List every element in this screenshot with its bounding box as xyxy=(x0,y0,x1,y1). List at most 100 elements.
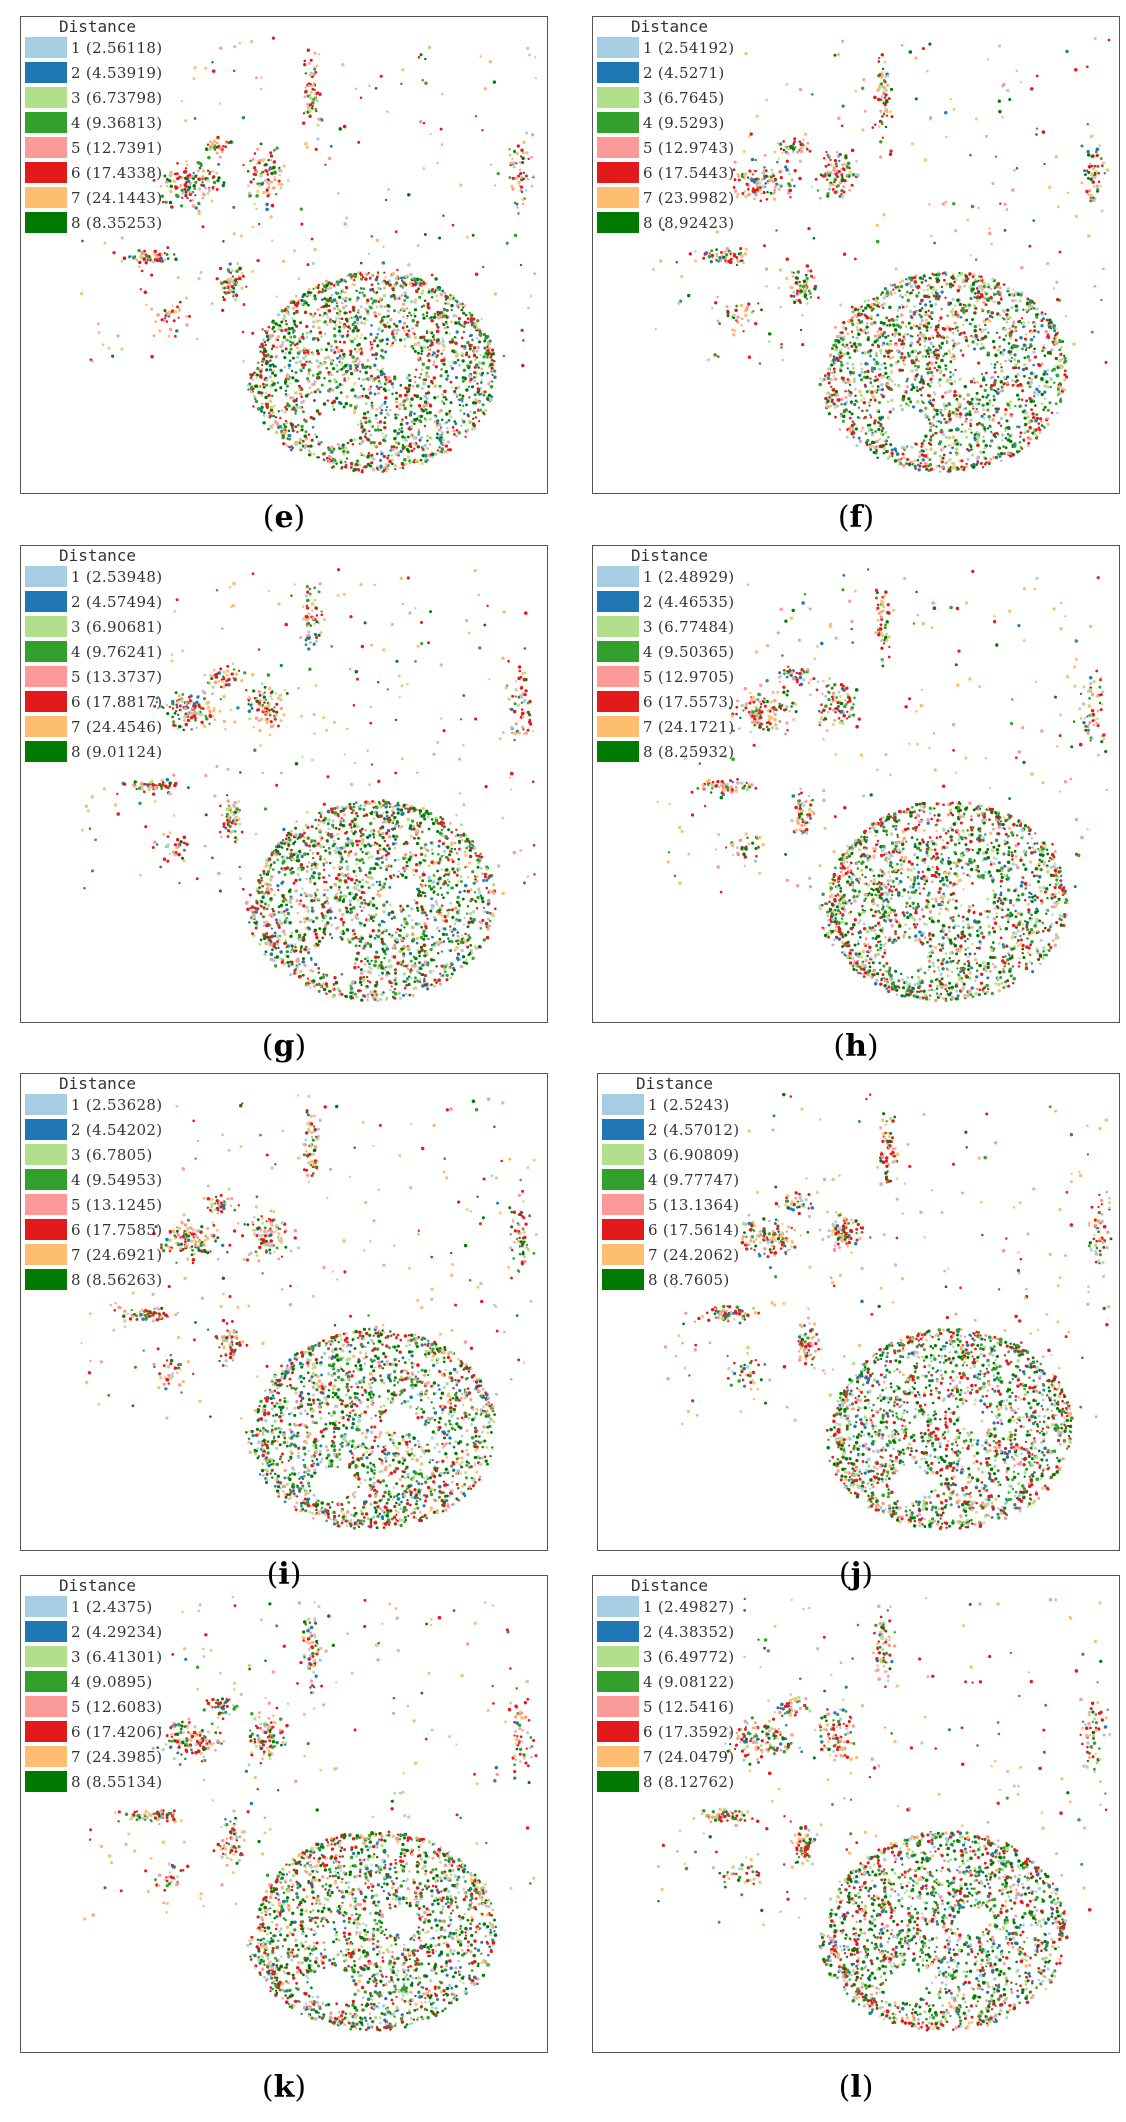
map-point xyxy=(346,450,350,454)
map-point xyxy=(1009,400,1012,404)
map-point xyxy=(433,338,436,341)
map-point xyxy=(282,442,286,446)
map-point xyxy=(420,305,424,308)
map-point xyxy=(1005,419,1009,423)
map-point xyxy=(215,188,219,191)
map-point xyxy=(207,189,211,193)
map-point xyxy=(173,253,176,256)
map-point xyxy=(1026,415,1030,419)
map-point xyxy=(354,358,358,362)
legend-label: 3 (6.73798) xyxy=(71,89,162,107)
map-point xyxy=(360,321,364,324)
map-point xyxy=(929,341,933,346)
map-point xyxy=(276,381,280,384)
map-point xyxy=(386,342,389,346)
map-point xyxy=(386,309,390,313)
map-point xyxy=(944,461,948,465)
map-point xyxy=(848,383,852,386)
map-point xyxy=(443,291,447,295)
map-point xyxy=(874,430,877,433)
map-point xyxy=(897,384,900,388)
map-point xyxy=(418,295,422,299)
map-point xyxy=(505,241,509,245)
map-point xyxy=(290,326,294,330)
map-point xyxy=(483,346,487,350)
map-point xyxy=(879,383,884,387)
map-point xyxy=(1001,309,1006,313)
map-point xyxy=(905,379,909,383)
map-point xyxy=(435,436,439,440)
map-point xyxy=(324,348,329,352)
map-point xyxy=(238,41,242,45)
map-point xyxy=(477,340,482,344)
map-point xyxy=(1033,321,1037,325)
map-point xyxy=(215,145,219,149)
map-point xyxy=(327,309,332,313)
map-point xyxy=(405,295,409,300)
map-point xyxy=(911,383,914,387)
map-point xyxy=(911,350,915,354)
map-point xyxy=(191,204,196,208)
map-point xyxy=(903,446,908,450)
map-point xyxy=(982,435,985,439)
map-point xyxy=(416,351,420,355)
map-point xyxy=(1038,384,1041,387)
map-point xyxy=(278,173,281,177)
map-point xyxy=(943,407,947,411)
map-point xyxy=(283,356,287,360)
map-point xyxy=(1022,308,1025,311)
map-point xyxy=(805,297,809,301)
map-point xyxy=(934,351,938,354)
map-point xyxy=(1099,157,1103,160)
map-point xyxy=(342,352,346,357)
map-point xyxy=(469,333,473,337)
map-point xyxy=(315,349,320,353)
map-point xyxy=(859,378,864,382)
map-point xyxy=(813,284,818,289)
map-point xyxy=(394,230,398,234)
map-point xyxy=(945,326,949,330)
map-point xyxy=(969,418,973,422)
map-point xyxy=(395,405,399,408)
map-point xyxy=(927,355,931,359)
map-point xyxy=(346,369,349,372)
map-point xyxy=(953,357,956,361)
map-point xyxy=(291,396,295,400)
map-point xyxy=(752,180,757,184)
map-point xyxy=(743,173,747,177)
map-point xyxy=(343,291,347,295)
map-point xyxy=(924,464,927,468)
map-point xyxy=(829,353,833,357)
map-point xyxy=(533,272,536,276)
map-point xyxy=(229,140,233,144)
map-point xyxy=(300,222,304,226)
map-point xyxy=(402,404,405,407)
map-point xyxy=(165,177,169,181)
map-point xyxy=(1038,431,1042,434)
map-point xyxy=(1060,345,1063,349)
map-point xyxy=(188,185,192,189)
map-point xyxy=(222,144,225,148)
map-point xyxy=(425,447,430,451)
map-point xyxy=(460,397,464,401)
map-point xyxy=(224,141,228,145)
map-point xyxy=(890,388,894,392)
map-point xyxy=(1023,409,1026,413)
map-point xyxy=(163,309,167,313)
map-point xyxy=(733,178,737,182)
map-point xyxy=(367,252,371,255)
map-point xyxy=(879,424,883,428)
map-point xyxy=(737,178,741,182)
map-point xyxy=(896,323,899,327)
map-point xyxy=(335,316,338,319)
map-point xyxy=(977,431,981,435)
map-point xyxy=(263,179,267,183)
map-point xyxy=(519,168,522,172)
map-point xyxy=(1000,459,1003,463)
map-point xyxy=(431,382,434,385)
map-point xyxy=(984,303,988,307)
map-point xyxy=(915,294,919,298)
map-point xyxy=(420,387,424,390)
map-point xyxy=(298,437,303,442)
map-point xyxy=(903,333,907,337)
